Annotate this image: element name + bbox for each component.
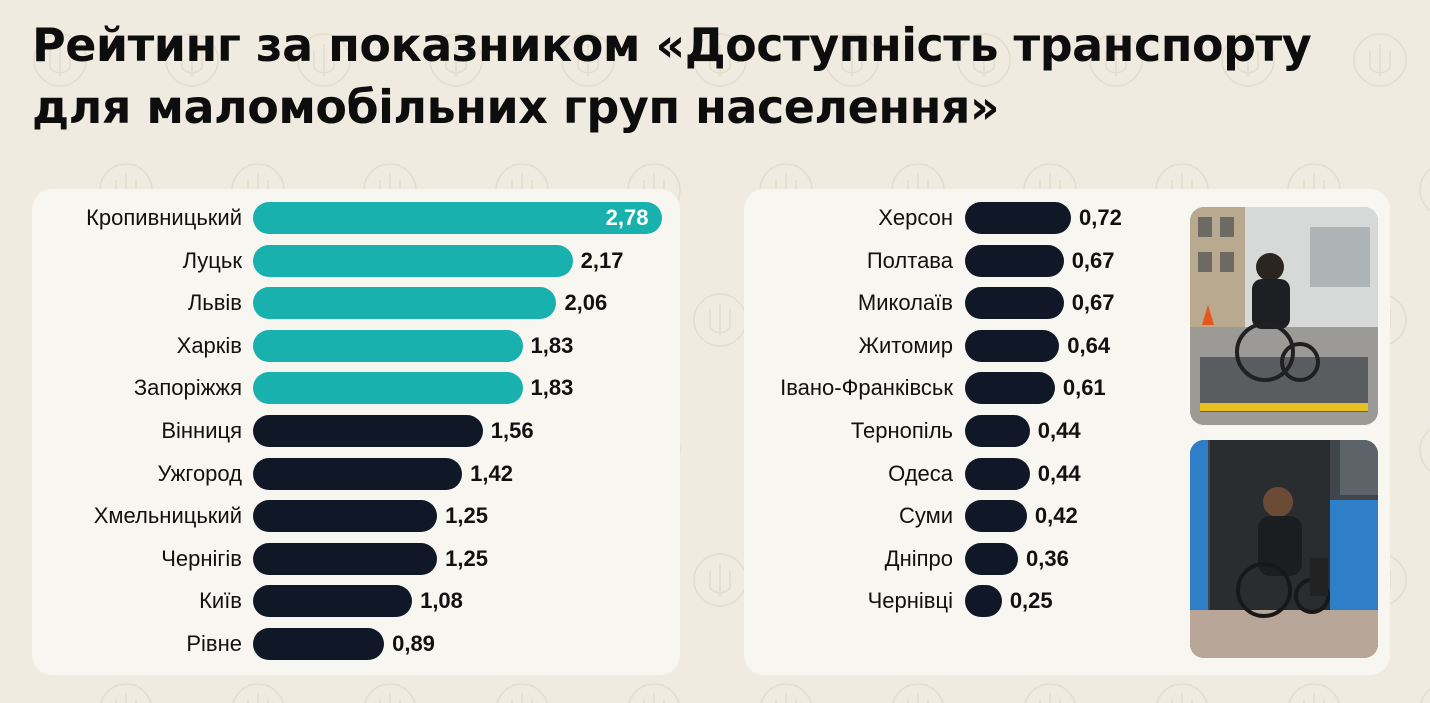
- value-label: 2,06: [564, 290, 608, 315]
- category-label: Дніпро: [884, 546, 953, 571]
- category-label: Житомир: [858, 333, 953, 358]
- category-label: Ужгород: [157, 461, 242, 486]
- value-label: 1,25: [445, 546, 488, 571]
- page-title: Рейтинг за показником «Доступність транс…: [32, 18, 1312, 134]
- value-label: 0,42: [1034, 503, 1078, 528]
- category-label: Полтава: [866, 248, 953, 273]
- bar: [253, 372, 523, 404]
- value-label: 0,67: [1071, 290, 1115, 315]
- value-label: 2,78: [605, 205, 649, 230]
- category-label: Херсон: [878, 205, 953, 230]
- value-label: 0,67: [1071, 248, 1115, 273]
- bar: [253, 458, 463, 490]
- bar: [253, 500, 438, 532]
- value-label: 1,83: [530, 375, 574, 400]
- category-label: Тернопіль: [850, 418, 953, 443]
- value-label: 1,56: [490, 418, 534, 443]
- category-label: Хмельницький: [93, 503, 242, 528]
- bar: [253, 245, 573, 277]
- value-label: 0,89: [392, 631, 435, 656]
- bar: [965, 543, 1019, 575]
- category-label: Івано-Франківськ: [780, 375, 953, 400]
- bar: [965, 585, 1002, 617]
- bar: [965, 202, 1072, 234]
- value-label: 0,44: [1037, 418, 1081, 443]
- category-label: Одеса: [888, 461, 953, 486]
- bar: [253, 287, 557, 319]
- bar: [965, 415, 1030, 447]
- bar: [253, 628, 385, 660]
- value-label: 2,17: [580, 248, 624, 273]
- bar: [965, 287, 1064, 319]
- bar: [965, 372, 1055, 404]
- category-label: Миколаїв: [857, 290, 953, 315]
- category-label: Київ: [199, 588, 242, 613]
- category-label: Харків: [176, 333, 242, 358]
- value-label: 0,36: [1026, 546, 1069, 571]
- photo-wheelchair-ramp: [1190, 207, 1378, 425]
- category-label: Луцьк: [182, 248, 242, 273]
- category-label: Львів: [187, 290, 242, 315]
- bar: [965, 500, 1027, 532]
- value-label: 0,44: [1037, 461, 1081, 486]
- bar: [253, 330, 523, 362]
- category-label: Чернігів: [161, 546, 242, 571]
- bar: [965, 245, 1064, 277]
- bar: [253, 585, 413, 617]
- value-label: 0,72: [1079, 205, 1122, 230]
- bar: [965, 330, 1060, 362]
- category-label: Кропивницький: [86, 205, 242, 230]
- photo-wheelchair-bus: [1190, 440, 1378, 658]
- category-label: Рівне: [186, 631, 242, 656]
- bar: [253, 543, 438, 575]
- value-label: 1,42: [470, 461, 513, 486]
- category-label: Чернівці: [867, 588, 953, 613]
- value-label: 1,83: [530, 333, 574, 358]
- bar: [965, 458, 1030, 490]
- category-label: Запоріжжя: [133, 375, 242, 400]
- category-label: Суми: [898, 503, 953, 528]
- value-label: 0,64: [1067, 333, 1111, 358]
- bar: [253, 415, 483, 447]
- value-label: 0,25: [1009, 588, 1053, 613]
- category-label: Вінниця: [161, 418, 242, 443]
- value-label: 0,61: [1062, 375, 1106, 400]
- bar: [253, 202, 663, 234]
- value-label: 1,25: [445, 503, 488, 528]
- value-label: 1,08: [420, 588, 463, 613]
